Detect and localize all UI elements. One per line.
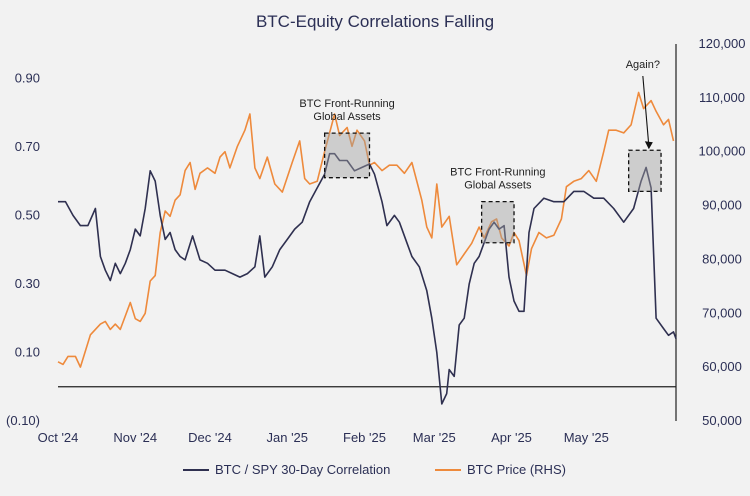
x-tick-label: Dec '24	[188, 430, 232, 445]
annotation-label: BTC Front-Running	[450, 167, 545, 179]
y-right-tick-label: 70,000	[702, 305, 742, 320]
annotation-label: Again?	[626, 59, 660, 71]
legend-label: BTC Price (RHS)	[467, 462, 566, 477]
x-tick-label: Jan '25	[267, 430, 309, 445]
y-left-tick-label: (0.10)	[6, 413, 40, 428]
y-left-tick-label: 0.30	[15, 276, 40, 291]
highlight-box	[628, 149, 662, 193]
y-right-tick-label: 110,000	[699, 90, 745, 105]
highlight-box	[480, 201, 515, 244]
y-left-tick-label: 0.70	[15, 139, 40, 154]
x-tick-label: Nov '24	[113, 430, 157, 445]
annotation-arrow-shaft	[642, 75, 650, 147]
series-lines	[57, 91, 677, 405]
annotation-label: BTC Front-Running	[299, 98, 394, 110]
y-right-tick-label: 90,000	[702, 198, 742, 213]
legend-label: BTC / SPY 30-Day Correlation	[215, 462, 390, 477]
highlight-box	[323, 132, 371, 179]
y-left-tick-label: 0.50	[15, 207, 40, 222]
y-left-tick-label: 0.10	[15, 344, 40, 359]
annotation-label: Global Assets	[313, 111, 381, 123]
legend: BTC / SPY 30-Day Correlation BTC Price (R…	[183, 462, 566, 477]
btc-price-line	[57, 91, 675, 368]
y-right-tick-label: 100,000	[699, 144, 746, 159]
x-tick-label: Mar '25	[413, 430, 456, 445]
annotation-arrow-head	[644, 141, 653, 150]
y-right-tick-label: 50,000	[702, 413, 742, 428]
x-tick-label: May '25	[564, 430, 609, 445]
axes: 0.90 0.70 0.50 0.30 0.10 (0.10) 120,000 110,000…	[6, 36, 745, 445]
y-right-tick-label: 120,000	[699, 36, 746, 51]
x-tick-label: Feb '25	[343, 430, 386, 445]
x-tick-label: Oct '24	[38, 430, 79, 445]
x-tick-label: Apr '25	[491, 430, 532, 445]
correlation-line	[58, 152, 677, 405]
chart-title: BTC-Equity Correlations Falling	[256, 12, 494, 31]
y-right-tick-label: 80,000	[702, 251, 742, 266]
y-right-tick-label: 60,000	[702, 359, 742, 374]
y-left-tick-label: 0.90	[15, 70, 40, 85]
annotation-label: Global Assets	[464, 180, 532, 192]
